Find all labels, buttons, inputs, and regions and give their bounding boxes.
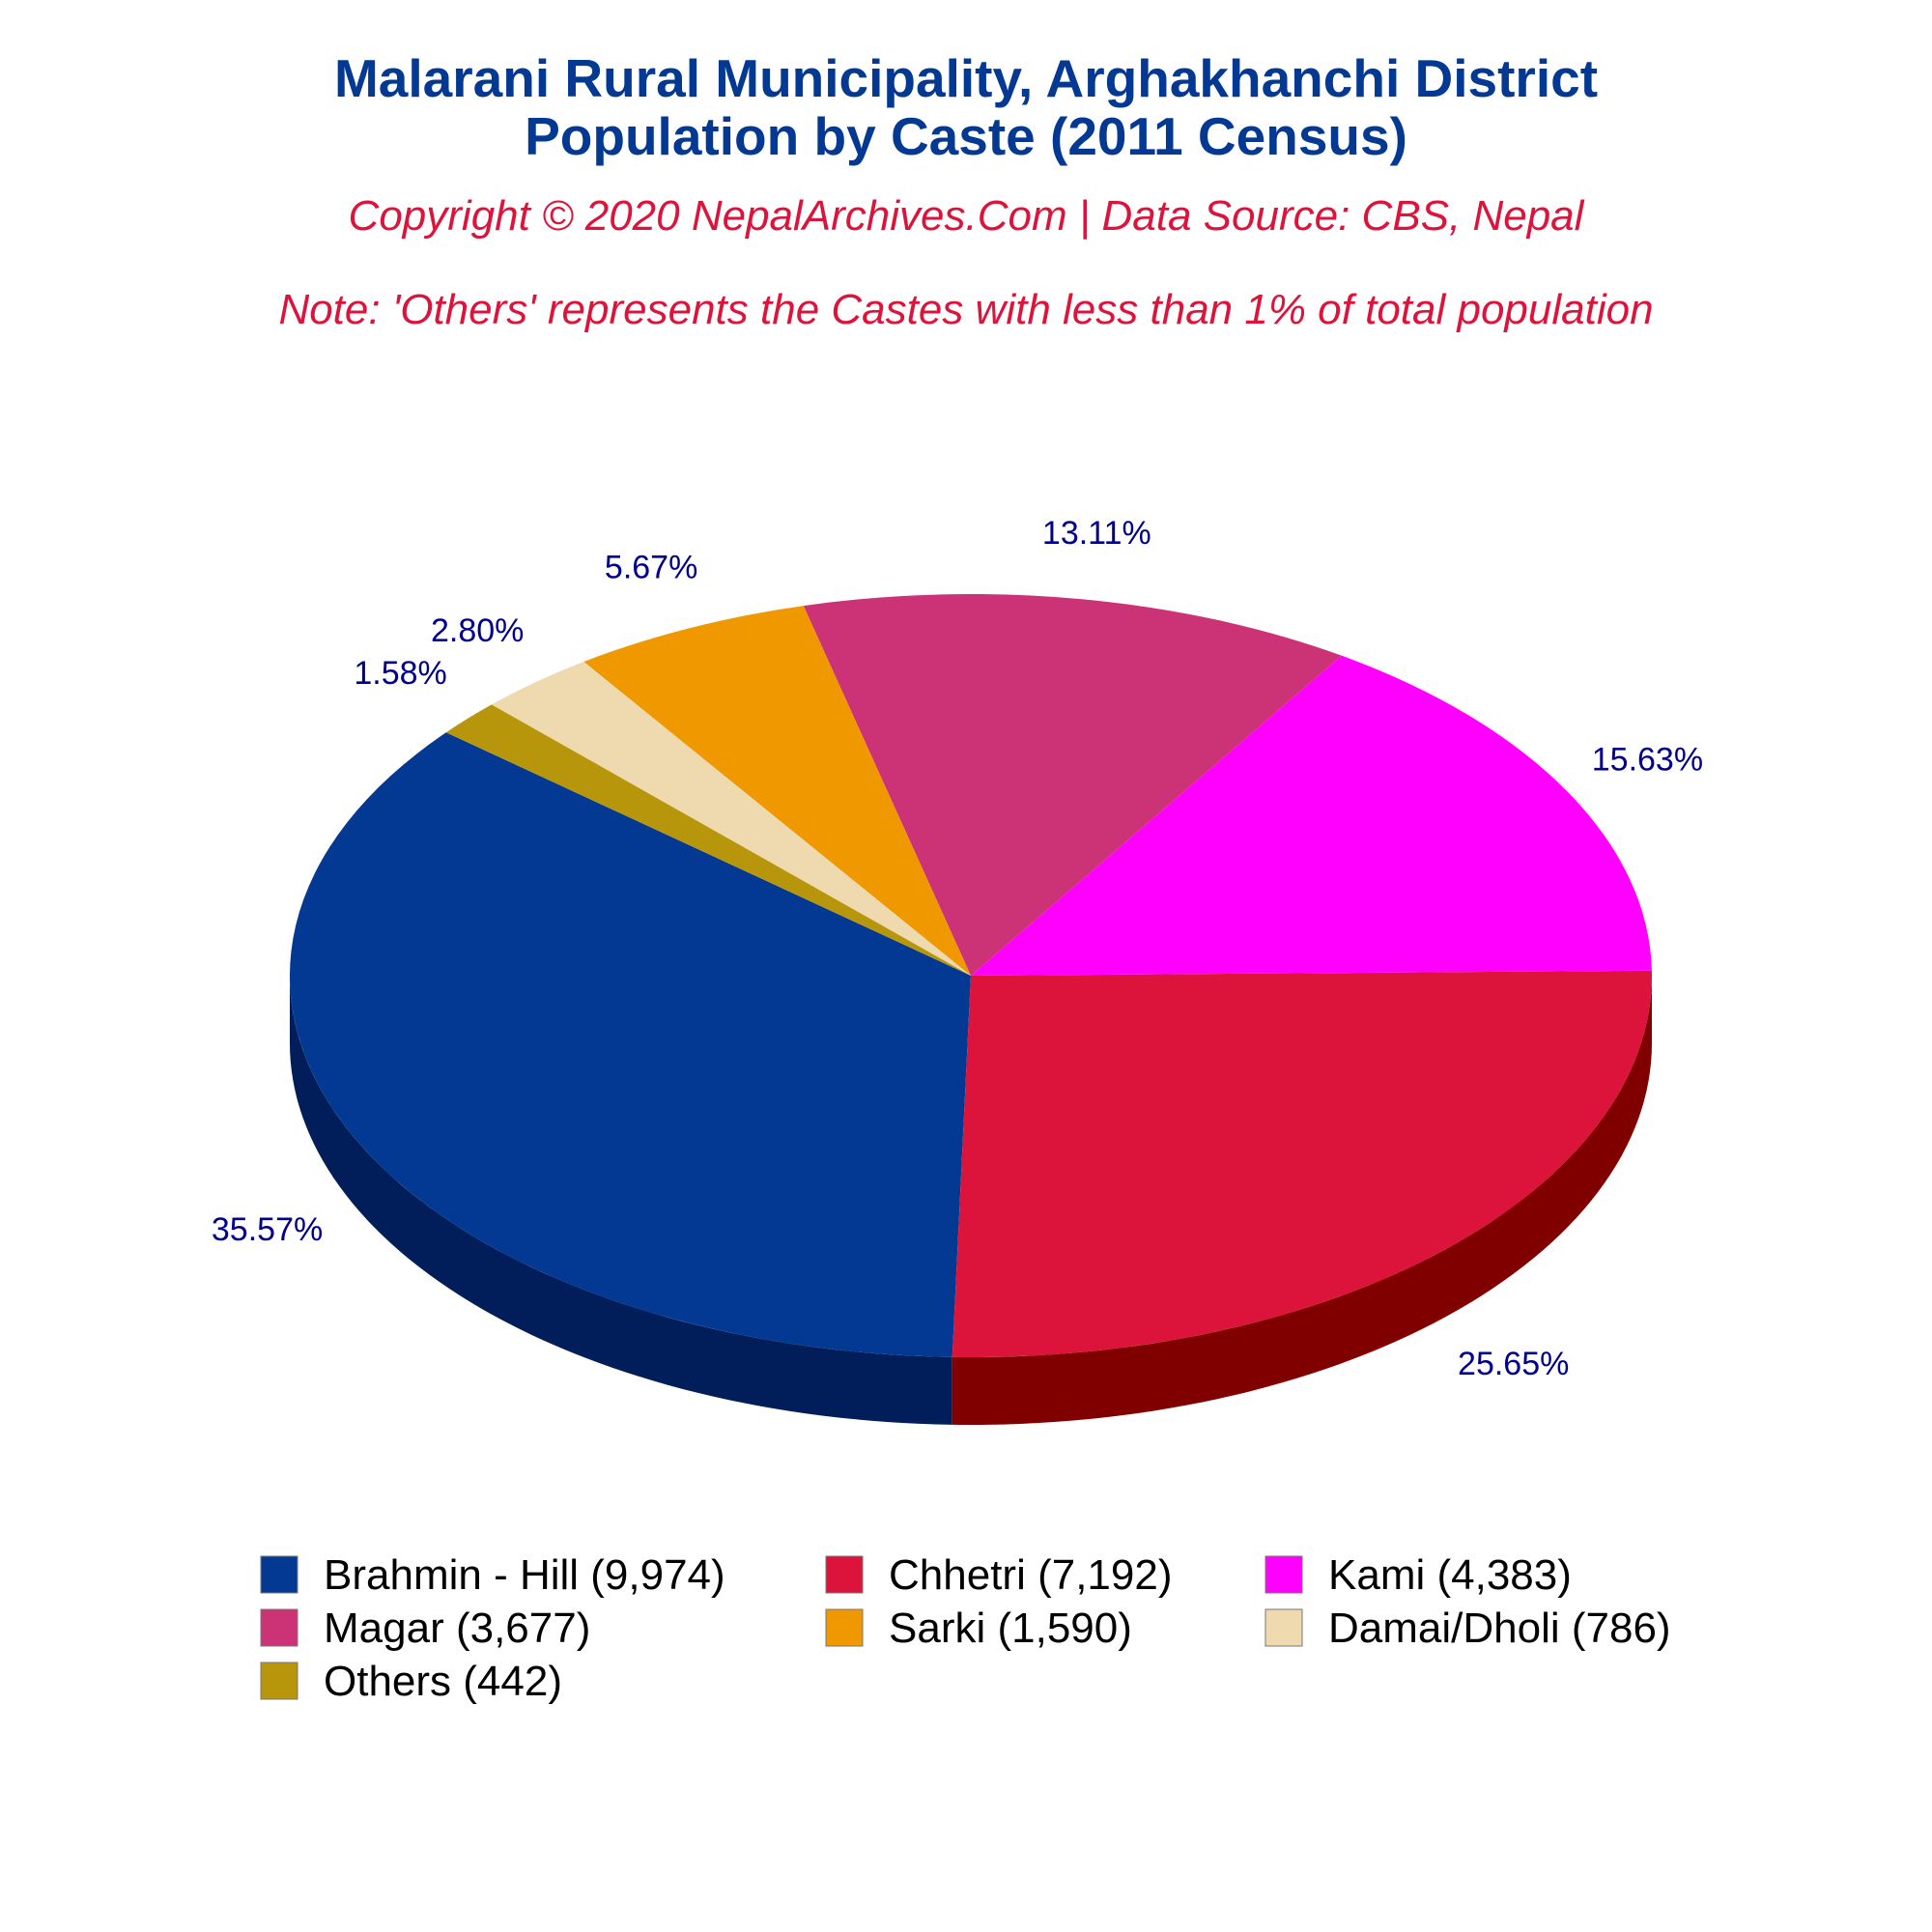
legend-item-damai-dholi: Damai/Dholi (786) xyxy=(1264,1605,1671,1652)
chart-title-line2: Population by Caste (2011 Census) xyxy=(525,106,1407,166)
legend-item-sarki: Sarki (1,590) xyxy=(825,1605,1132,1652)
legend-label: Brahmin - Hill (9,974) xyxy=(324,1551,725,1599)
percent-label-others: 1.58% xyxy=(354,655,446,692)
pie-slice-kami xyxy=(971,655,1652,976)
legend-swatch xyxy=(1264,1608,1303,1647)
chart-copyright: Copyright © 2020 NepalArchives.Com | Dat… xyxy=(349,192,1585,240)
percent-label-brahmin-hill: 35.57% xyxy=(212,1211,323,1248)
percent-label-kami: 15.63% xyxy=(1592,741,1703,778)
legend-swatch xyxy=(825,1608,864,1647)
chart-note: Note: 'Others' represents the Castes wit… xyxy=(278,286,1653,333)
legend-swatch xyxy=(825,1555,864,1594)
percent-label-chhetri: 25.65% xyxy=(1458,1346,1569,1382)
pie-percent-labels: 35.57% 25.65% 15.63% 13.11% 5.67% 2.80% 1.58% xyxy=(212,515,1703,1382)
legend-swatch xyxy=(260,1662,298,1700)
pie-slice-damai-dholi xyxy=(491,662,971,976)
pie-slice-others xyxy=(445,704,971,976)
pie-sides xyxy=(290,976,1652,1425)
legend-label: Others (442) xyxy=(324,1658,562,1705)
pie-side-chhetri xyxy=(952,976,1652,1425)
legend-swatch xyxy=(1264,1555,1303,1594)
legend-label: Sarki (1,590) xyxy=(889,1605,1132,1652)
percent-label-magar: 13.11% xyxy=(1042,515,1151,552)
legend-item-kami: Kami (4,383) xyxy=(1264,1551,1572,1599)
legend-label: Kami (4,383) xyxy=(1328,1551,1572,1599)
legend-label: Chhetri (7,192) xyxy=(889,1551,1172,1599)
percent-label-damai-dholi: 2.80% xyxy=(431,612,524,649)
pie-slice-sarki xyxy=(583,606,971,976)
legend-label: Damai/Dholi (786) xyxy=(1328,1605,1671,1652)
legend-swatch xyxy=(260,1555,298,1594)
legend-label: Magar (3,677) xyxy=(324,1605,590,1652)
chart-title-line1: Malarani Rural Municipality, Arghakhanch… xyxy=(334,48,1598,108)
pie-top xyxy=(290,594,1652,1357)
legend: Brahmin - Hill (9,974) Chhetri (7,192) Kam… xyxy=(260,1551,1671,1705)
legend-item-magar: Magar (3,677) xyxy=(260,1605,590,1652)
pie-slice-chhetri xyxy=(952,970,1652,1357)
pie-slice-magar xyxy=(803,594,1342,976)
pie-slice-brahmin-hill xyxy=(290,732,971,1357)
legend-swatch xyxy=(260,1608,298,1647)
legend-item-others: Others (442) xyxy=(260,1658,562,1705)
pie-side-brahmin-hill xyxy=(290,976,952,1425)
legend-item-chhetri: Chhetri (7,192) xyxy=(825,1551,1172,1599)
percent-label-sarki: 5.67% xyxy=(605,550,697,586)
legend-item-brahmin-hill: Brahmin - Hill (9,974) xyxy=(260,1551,725,1599)
